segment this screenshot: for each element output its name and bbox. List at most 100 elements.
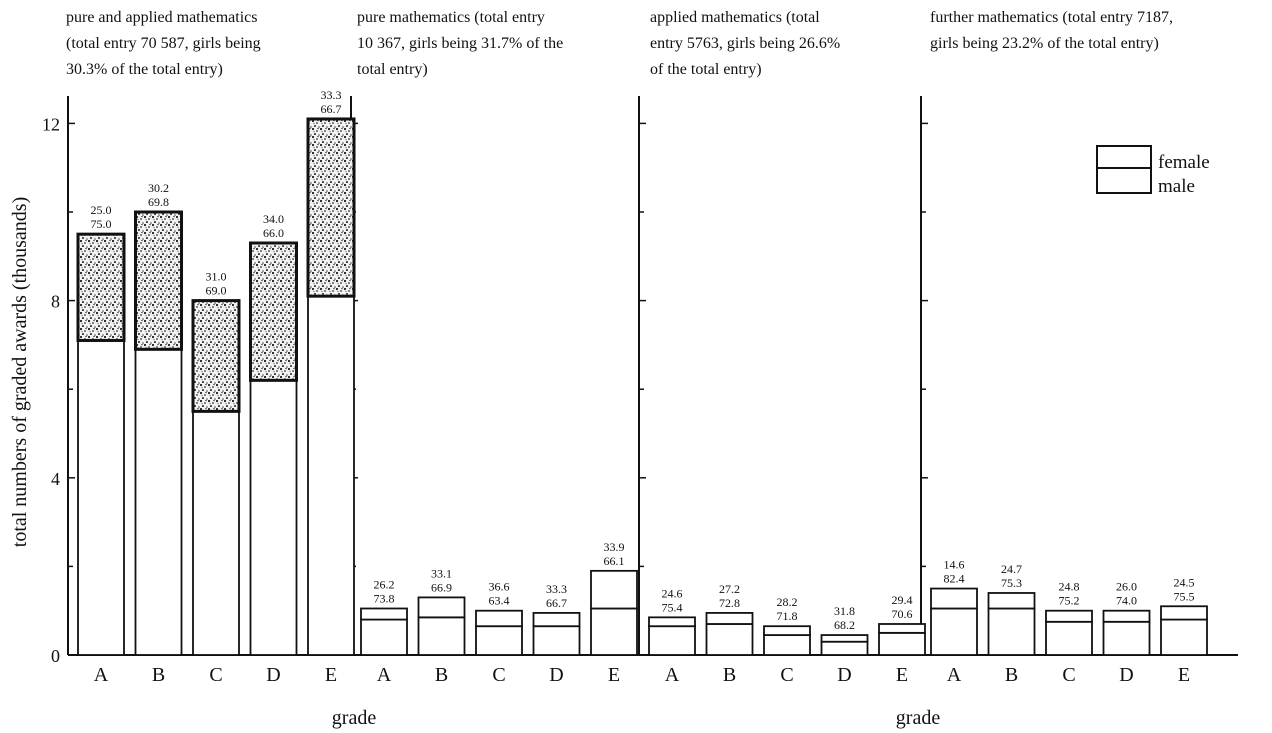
bar-male bbox=[1102, 620, 1151, 656]
bar-female bbox=[1045, 609, 1093, 623]
bar-female bbox=[930, 587, 978, 610]
data-label-male: 66.1 bbox=[604, 554, 625, 568]
bar-male bbox=[1160, 618, 1208, 656]
category-label: C bbox=[209, 664, 222, 686]
x-axis-label-left: grade bbox=[332, 707, 377, 729]
category-label: A bbox=[947, 664, 962, 686]
labels: 0 4 8 12 pure and applied mathematics (total … bbox=[42, 9, 1195, 686]
data-label-male: 66.0 bbox=[263, 226, 284, 240]
data-label-male: 70.6 bbox=[892, 607, 913, 621]
category-label: B bbox=[152, 664, 165, 686]
data-label-female: 33.1 bbox=[431, 566, 452, 580]
bar-male bbox=[134, 348, 183, 656]
category-label: A bbox=[665, 664, 680, 686]
panel-title-line: pure and applied mathematics bbox=[66, 9, 257, 26]
y-tick-label: 0 bbox=[51, 646, 60, 666]
category-label: C bbox=[1062, 664, 1075, 686]
bar-female bbox=[134, 210, 183, 351]
panel-title-line: of the total entry) bbox=[650, 61, 762, 78]
legend-label-male: male bbox=[1158, 176, 1195, 197]
category-label: E bbox=[1178, 664, 1190, 686]
y-tick-label: 12 bbox=[42, 114, 60, 134]
category-label: E bbox=[608, 664, 620, 686]
data-label-female: 26.2 bbox=[374, 577, 395, 591]
legend-swatch-male bbox=[1096, 167, 1152, 194]
bar-female bbox=[417, 596, 466, 619]
bar-female bbox=[360, 607, 408, 621]
data-label-female: 24.8 bbox=[1059, 580, 1080, 594]
legend-swatch-female bbox=[1096, 145, 1152, 169]
bar-female bbox=[763, 625, 811, 636]
data-label-female: 25.0 bbox=[91, 203, 112, 217]
data-label-male: 75.5 bbox=[1174, 589, 1195, 603]
data-label-female: 31.0 bbox=[206, 270, 227, 284]
bar-female bbox=[1102, 609, 1151, 623]
category-label: D bbox=[1119, 664, 1133, 686]
bar-male bbox=[532, 625, 581, 656]
legend-label-female: female bbox=[1158, 152, 1210, 173]
data-label-female: 33.3 bbox=[546, 582, 567, 596]
panel-title-line: girls being 23.2% of the total entry) bbox=[930, 35, 1159, 52]
data-label-female: 34.0 bbox=[263, 212, 284, 226]
data-label-female: 24.6 bbox=[662, 586, 683, 600]
data-label-female: 36.6 bbox=[489, 580, 510, 594]
data-label-male: 72.8 bbox=[719, 596, 740, 610]
data-label-male: 66.9 bbox=[431, 580, 452, 594]
data-label-male: 69.8 bbox=[148, 195, 169, 209]
bar-female bbox=[76, 232, 126, 342]
panel-title-line: entry 5763, girls being 26.6% bbox=[650, 35, 840, 52]
bar-female bbox=[987, 592, 1036, 610]
category-label: D bbox=[549, 664, 563, 686]
data-label-male: 75.0 bbox=[91, 217, 112, 231]
bar-male bbox=[360, 618, 408, 656]
legend: female male bbox=[1096, 145, 1210, 197]
category-label: C bbox=[492, 664, 505, 686]
data-label-female: 24.5 bbox=[1174, 575, 1195, 589]
data-label-male: 66.7 bbox=[321, 102, 342, 116]
y-tick-label: 8 bbox=[51, 292, 60, 312]
bar-male bbox=[1045, 620, 1093, 656]
bar-male bbox=[648, 625, 696, 656]
bar-male bbox=[590, 607, 638, 656]
bar-male bbox=[930, 607, 978, 656]
panel-title-line: (total entry 70 587, girls being bbox=[66, 35, 261, 52]
y-axis-label: total numbers of graded awards (thousand… bbox=[9, 197, 31, 547]
bar-female bbox=[590, 569, 638, 610]
panel-title-line: applied mathematics (total bbox=[650, 9, 820, 26]
bar-female bbox=[306, 117, 356, 298]
category-label: B bbox=[435, 664, 448, 686]
category-label: A bbox=[377, 664, 392, 686]
bar-male bbox=[249, 379, 298, 656]
data-label-male: 68.2 bbox=[834, 618, 855, 632]
category-label: A bbox=[94, 664, 109, 686]
bar-female bbox=[820, 634, 869, 643]
data-label-male: 63.4 bbox=[489, 594, 510, 608]
data-label-female: 29.4 bbox=[892, 593, 913, 607]
data-label-female: 31.8 bbox=[834, 604, 855, 618]
data-label-female: 33.9 bbox=[604, 540, 625, 554]
panel-title-line: 30.3% of the total entry) bbox=[66, 61, 223, 78]
bar-male bbox=[763, 634, 811, 656]
data-label-male: 82.4 bbox=[944, 572, 965, 586]
bar-female bbox=[532, 612, 581, 628]
data-label-female: 28.2 bbox=[777, 595, 798, 609]
data-label-female: 14.6 bbox=[944, 558, 965, 572]
category-label: D bbox=[837, 664, 851, 686]
bar-male bbox=[820, 640, 869, 656]
bar-male bbox=[417, 616, 466, 656]
data-label-female: 33.3 bbox=[321, 88, 342, 102]
panel-title-line: further mathematics (total entry 7187, bbox=[930, 9, 1173, 26]
category-label: E bbox=[896, 664, 908, 686]
bar-male bbox=[192, 410, 240, 656]
y-tick-label: 4 bbox=[51, 469, 60, 489]
panel-title-line: pure mathematics (total entry bbox=[357, 9, 545, 26]
data-label-male: 69.0 bbox=[206, 284, 227, 298]
data-label-male: 75.3 bbox=[1001, 576, 1022, 590]
data-label-male: 73.8 bbox=[374, 591, 395, 605]
data-label-male: 75.4 bbox=[662, 600, 683, 614]
bar-male bbox=[878, 631, 926, 656]
data-label-female: 27.2 bbox=[719, 582, 740, 596]
bar-male bbox=[77, 339, 125, 656]
data-label-male: 75.2 bbox=[1059, 594, 1080, 608]
